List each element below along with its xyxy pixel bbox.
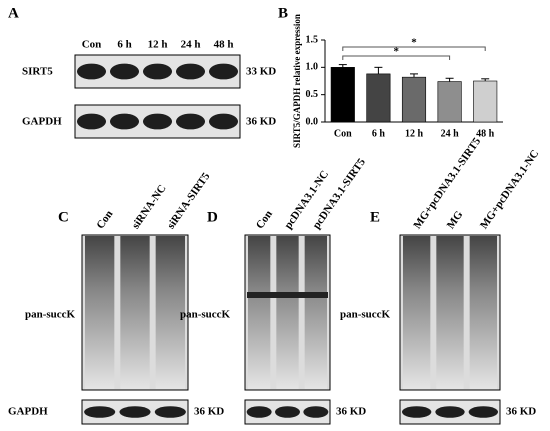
panel-label: C — [58, 209, 69, 225]
blot-band — [275, 406, 300, 418]
blot-band — [142, 63, 173, 80]
blot-label: pan-succK — [180, 309, 231, 321]
lane-label: 6 h — [117, 39, 131, 51]
blot-band — [247, 292, 328, 298]
blot-band — [109, 113, 140, 130]
x-tick-label: 6 h — [372, 128, 386, 139]
x-tick-label: 48 h — [476, 128, 495, 139]
lane-label: MG — [445, 208, 466, 231]
panel-label: D — [207, 209, 218, 225]
size-label: 36 KD — [246, 116, 276, 128]
lane-label: Con — [94, 208, 115, 231]
blot-band — [76, 63, 107, 80]
y-tick-label: 1.5 — [306, 34, 319, 45]
blot-lane — [85, 236, 115, 389]
lane-label: 24 h — [181, 39, 201, 51]
y-tick-label: 0.5 — [306, 89, 319, 100]
lane-label: MG+pcDNA3.1-NC — [478, 148, 541, 231]
lane-label: siRNA-SIRT5 — [165, 170, 213, 231]
blot-lane — [120, 236, 150, 389]
size-label: 36 KD — [506, 406, 536, 418]
x-tick-label: 12 h — [405, 128, 424, 139]
blot-lane — [248, 236, 271, 389]
lane-label: 12 h — [148, 39, 168, 51]
lane-label: MG+pcDNA3.1-SIRT5 — [411, 135, 483, 231]
size-label: 36 KD — [336, 406, 366, 418]
panel-label: E — [370, 209, 380, 225]
blot-band — [109, 63, 140, 80]
blot-lane — [276, 236, 299, 389]
panel-label: B — [278, 5, 288, 21]
blot-band — [208, 63, 239, 80]
size-label: 33 KD — [246, 66, 276, 78]
bar — [330, 67, 355, 123]
protein-label: GAPDH — [8, 406, 48, 418]
blot-label: pan-succK — [340, 309, 391, 321]
bar — [437, 81, 462, 123]
blot-band — [208, 113, 239, 130]
blot-band — [175, 113, 206, 130]
blot-label: pan-succK — [25, 309, 76, 321]
protein-label: GAPDH — [22, 116, 62, 128]
blot-band — [84, 406, 116, 418]
x-tick-label: 24 h — [441, 128, 460, 139]
lane-label: 48 h — [214, 39, 234, 51]
y-tick-label: 1.0 — [306, 62, 319, 73]
blot-lane — [304, 236, 327, 389]
blot-lane — [403, 236, 431, 389]
blot-lane — [155, 236, 185, 389]
blot-band — [246, 406, 272, 418]
blot-band — [402, 406, 432, 418]
size-label: 36 KD — [194, 406, 224, 418]
significance-bracket — [342, 46, 486, 51]
blot-band — [142, 113, 173, 130]
panel-label: A — [8, 5, 19, 21]
y-tick-label: 0.0 — [306, 116, 319, 127]
bar — [366, 73, 391, 123]
blot-band — [76, 113, 107, 130]
y-axis-title: SIRT5/GAPDH relative expression — [292, 14, 302, 148]
blot-band — [468, 406, 499, 418]
x-tick-label: Con — [334, 128, 352, 139]
blot-band — [435, 406, 465, 418]
blot-band — [175, 63, 206, 80]
protein-label: SIRT5 — [22, 66, 53, 78]
lane-label: Con — [82, 39, 102, 51]
bar — [473, 80, 498, 123]
significance-label: * — [411, 37, 417, 49]
bar — [401, 76, 427, 123]
significance-bracket — [342, 55, 451, 60]
blot-lane — [469, 236, 497, 389]
significance-label: * — [393, 46, 399, 58]
blot-lane — [436, 236, 464, 389]
lane-label: siRNA-NC — [130, 183, 169, 231]
blot-band — [119, 406, 151, 418]
blot-band — [303, 406, 329, 418]
lane-label: pcDNA3.1-SIRT5 — [311, 156, 369, 231]
lane-label: Con — [254, 208, 275, 231]
blot-band — [154, 406, 186, 418]
